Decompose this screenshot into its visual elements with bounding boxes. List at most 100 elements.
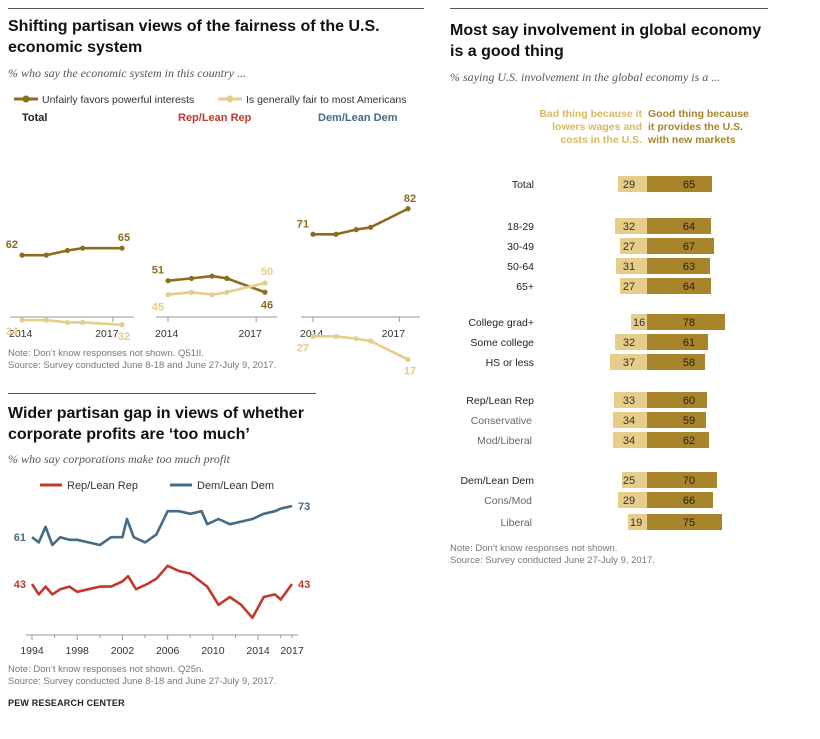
data-label-rep-lean-rep-1-end: 50 [261, 266, 273, 278]
good-header-line3: with new markets [648, 134, 736, 146]
panel-title-dem-lean-dem: Dem/Lean Dem [318, 112, 398, 124]
panel1-note-line1: Note: Don’t know responses not shown. Q5… [8, 348, 204, 359]
panel1-source-line: Source: Survey conducted June 8-18 and J… [8, 360, 277, 371]
category-label-cons-mod: Cons/Mod [484, 495, 532, 507]
panel3-note: Note: Don’t know responses not shown. So… [450, 543, 655, 567]
data-point-rep-lean-rep-0-4 [262, 289, 268, 295]
series-line-total-unfairly-favors-powerful-interests [22, 246, 122, 257]
data-point-dem-lean-dem-1-0 [310, 333, 316, 339]
category-label-liberal: Liberal [500, 517, 532, 529]
data-point-dem-lean-dem-1-4 [405, 356, 411, 363]
data-point-rep-lean-rep-1-4 [262, 280, 268, 286]
data-point-total-0-4 [119, 245, 125, 251]
bar-good-college-grad [647, 314, 725, 330]
data-label-total-1-end: 32 [118, 331, 130, 343]
panel1-note: Note: Don’t know responses not shown. Q5… [8, 348, 276, 372]
data-point-dem-lean-dem-1-1 [333, 333, 339, 339]
bar-good-mod-liberal [647, 432, 709, 448]
category-label-dem-lean-dem: Dem/Lean Dem [460, 475, 534, 487]
x-tick-label-1994: 1994 [20, 645, 44, 657]
x-tick-label-2010: 2010 [201, 645, 225, 657]
bar-good-50-64 [647, 258, 710, 274]
bar-bad-18-29 [615, 218, 647, 234]
bar-label-good-50-64: 63 [683, 261, 695, 273]
bar-bad-50-64 [616, 258, 647, 274]
data-point-total-0-2 [64, 247, 71, 254]
pew-footer: PEW RESEARCH CENTER [8, 698, 125, 708]
legend-marker-is-generally-fair-to-most-americans [226, 95, 234, 103]
bad-thing-header: Bad thing because it lowers wages and co… [539, 108, 642, 147]
start-label-rep-lean-rep: 43 [14, 579, 26, 591]
panel3-note-line1: Note: Don’t know responses not shown. [450, 543, 618, 554]
bar-good-hs-or-less [647, 354, 705, 370]
category-label-hs-or-less: HS or less [486, 357, 534, 369]
category-label-30-49: 30-49 [507, 241, 534, 253]
bar-bad-dem-lean-dem [622, 472, 647, 488]
bar-label-bad-30-49: 27 [623, 241, 635, 253]
bar-label-good-dem-lean-dem: 70 [683, 475, 695, 487]
bar-good-liberal [647, 514, 722, 530]
data-point-rep-lean-rep-0-0 [165, 278, 171, 284]
bar-bad-some-college [615, 334, 647, 350]
x-tick-label-2017: 2017 [280, 645, 304, 657]
bar-label-good-18-29: 64 [683, 221, 695, 233]
series-line-rep-lean-rep-is-generally-fair-to-most-americans [167, 281, 266, 296]
panel3-subtitle: % saying U.S. involvement in the global … [450, 70, 721, 84]
panel1-top-rule [8, 8, 424, 9]
good-header-line1: Good thing because [648, 108, 749, 120]
bar-good-rep-lean-rep [647, 392, 707, 408]
category-label-conservative: Conservative [471, 415, 532, 427]
panel3-title-line1: Most say involvement in global economy [450, 22, 762, 39]
series-line-dem-lean-dem-unfairly-favors-powerful-interests [313, 207, 409, 236]
data-point-dem-lean-dem-0-2 [353, 227, 359, 233]
data-point-dem-lean-dem-0-4 [405, 206, 411, 212]
bar-label-good-college-grad: 78 [683, 317, 695, 329]
data-label-dem-lean-dem-1-end: 17 [404, 366, 416, 378]
data-point-rep-lean-rep-1-2 [209, 292, 215, 298]
data-point-rep-lean-rep-0-1 [188, 275, 195, 281]
x-tick-label-dem-lean-dem-2017: 2017 [382, 328, 406, 340]
fairness-chart: Unfairly favors powerful interests Is gen… [6, 94, 420, 378]
x-tick-label-1998: 1998 [66, 645, 90, 657]
category-label-50-64: 50-64 [507, 261, 534, 273]
bar-bad-liberal [628, 514, 647, 530]
panel2-top-rule [8, 393, 316, 394]
x-tick-label-2014: 2014 [246, 645, 270, 657]
bar-label-bad-college-grad: 16 [633, 317, 645, 329]
bar-label-good-conservative: 59 [683, 415, 695, 427]
data-point-dem-lean-dem-0-3 [367, 224, 374, 230]
end-label-rep-lean-rep: 43 [298, 579, 310, 591]
bar-label-bad-mod-liberal: 34 [623, 435, 635, 447]
bar-label-good-liberal: 75 [683, 517, 695, 529]
panel1-title-line1: Shifting partisan views of the fairness … [8, 18, 380, 35]
bar-label-good-total: 65 [683, 179, 695, 191]
bad-header-line1: Bad thing because it [539, 108, 642, 120]
bar-good-conservative [647, 412, 706, 428]
legend-marker-unfairly-favors-powerful-interests [22, 95, 30, 103]
panel1-title-line2: economic system [8, 39, 143, 56]
bar-bad-30-49 [620, 238, 647, 254]
panel-title-total: Total [22, 112, 47, 124]
x-tick-label-total-2017: 2017 [95, 328, 119, 340]
panel3-title: Most say involvement in global economy i… [450, 20, 780, 62]
data-point-total-0-1 [43, 252, 49, 258]
data-point-rep-lean-rep-1-1 [188, 289, 195, 295]
panel3-source-line: Source: Survey conducted June 27-July 9,… [450, 555, 655, 566]
bar-label-bad-some-college: 32 [623, 337, 635, 349]
bar-good-dem-lean-dem [647, 472, 717, 488]
bar-label-bad-total: 29 [623, 179, 635, 191]
category-label-total: Total [512, 179, 534, 191]
category-label-mod-liberal: Mod/Liberal [477, 435, 532, 447]
data-point-rep-lean-rep-0-3 [224, 275, 230, 281]
category-label-some-college: Some college [470, 337, 534, 349]
data-point-rep-lean-rep-0-2 [209, 273, 215, 279]
bar-label-good-rep-lean-rep: 60 [683, 395, 695, 407]
data-point-total-1-2 [64, 319, 71, 326]
data-point-dem-lean-dem-1-3 [367, 338, 374, 344]
bar-label-bad-rep-lean-rep: 33 [623, 395, 635, 407]
x-tick-label-rep-lean-rep-2014: 2014 [155, 328, 179, 340]
legend-label-dem-lean-dem: Dem/Lean Dem [197, 480, 274, 492]
category-label-college-grad: College grad+ [468, 317, 534, 329]
panel2-source-line: Source: Survey conducted June 8-18 and J… [8, 676, 277, 687]
bar-bad-mod-liberal [613, 432, 647, 448]
